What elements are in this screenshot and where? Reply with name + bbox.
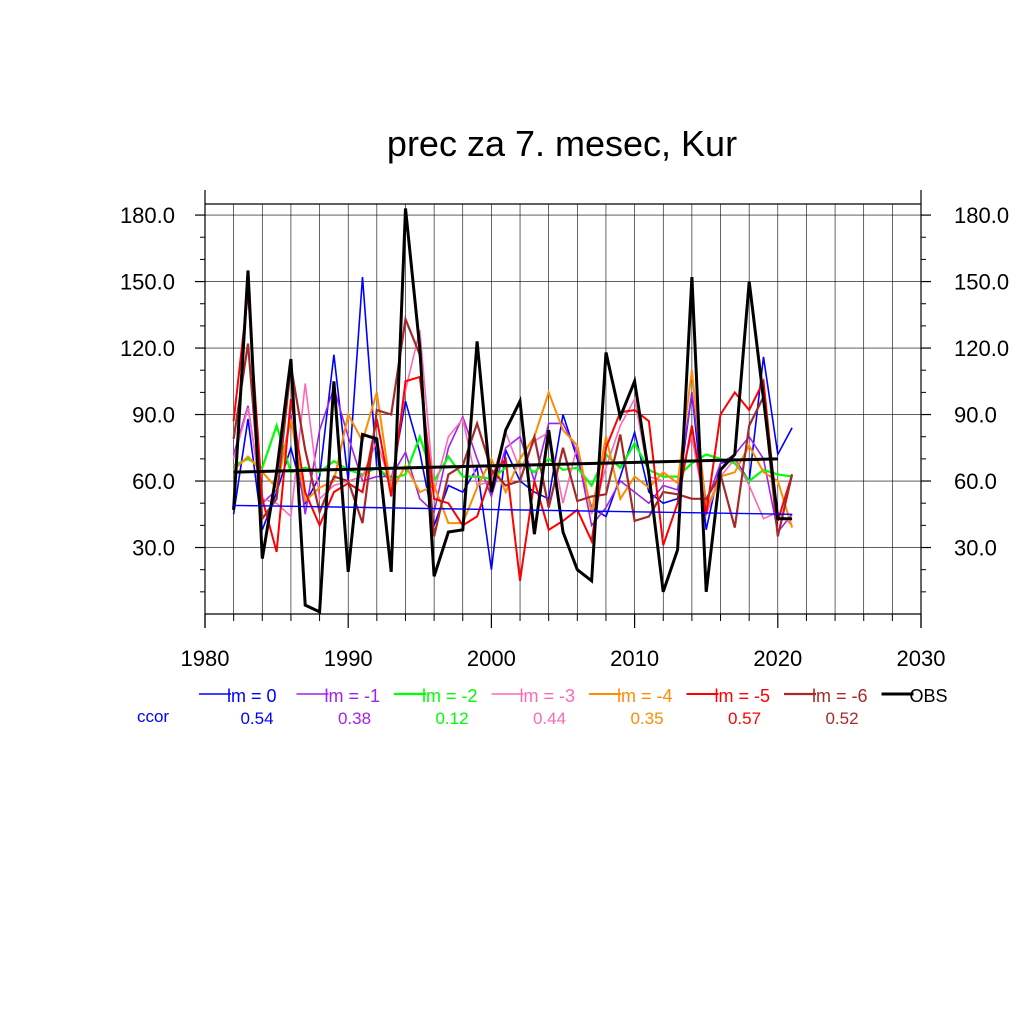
- y-tick-label-right: 150.0: [954, 270, 1009, 295]
- y-tick-label-left: 120.0: [120, 336, 175, 361]
- y-tick-label-right: 120.0: [954, 336, 1009, 361]
- x-tick-label: 2000: [467, 646, 516, 671]
- ccor-label: ccor: [137, 707, 169, 726]
- legend-label-1: lm = -1: [325, 686, 381, 706]
- x-tick-label: 2010: [610, 646, 659, 671]
- chart-title: prec za 7. mesec, Kur: [387, 123, 737, 164]
- legend-label-0: lm = 0: [227, 686, 277, 706]
- axes: 30.0 30.0 60.0 60.0 90.0 90.0 120.0 120.0 150.0 1…: [120, 190, 1009, 671]
- legend-label-6: lm = -6: [812, 686, 868, 706]
- trend-line-0: [233, 504, 793, 515]
- legend-label-4: lm = -4: [617, 686, 673, 706]
- series-line-7: [232, 208, 793, 615]
- ccor-value-6: 0.52: [825, 709, 858, 728]
- ccor-value-1: 0.38: [338, 709, 371, 728]
- y-tick-label-right: 30.0: [954, 536, 997, 561]
- legend-label-5: lm = -5: [715, 686, 771, 706]
- y-tick-label-left: 150.0: [120, 270, 175, 295]
- y-tick-label-right: 90.0: [954, 403, 997, 428]
- y-tick-label-right: 60.0: [954, 469, 997, 494]
- series-lines: [232, 208, 794, 615]
- legend: lm = 0 0.54 lm = -1 0.38 lm = -2 0.12 lm = -3 0…: [137, 686, 948, 728]
- y-tick-label-left: 90.0: [132, 403, 175, 428]
- trend-lines: [233, 457, 793, 515]
- series-line-5: [232, 292, 794, 581]
- ccor-value-4: 0.35: [630, 709, 663, 728]
- ccor-value-2: 0.12: [435, 709, 468, 728]
- legend-label-7: OBS: [910, 686, 948, 706]
- y-tick-label-left: 180.0: [120, 203, 175, 228]
- x-tick-label: 1980: [181, 646, 230, 671]
- y-tick-label-right: 180.0: [954, 203, 1009, 228]
- trend-line-7: [233, 457, 778, 474]
- y-tick-label-left: 30.0: [132, 536, 175, 561]
- x-tick-label: 2030: [897, 646, 946, 671]
- x-tick-label: 1990: [324, 646, 373, 671]
- x-tick-label: 2020: [753, 646, 802, 671]
- legend-label-3: lm = -3: [520, 686, 576, 706]
- ccor-value-5: 0.57: [728, 709, 761, 728]
- ccor-value-3: 0.44: [533, 709, 566, 728]
- y-tick-label-left: 60.0: [132, 469, 175, 494]
- legend-label-2: lm = -2: [422, 686, 478, 706]
- grid: [205, 204, 921, 614]
- ccor-value-0: 0.54: [240, 709, 273, 728]
